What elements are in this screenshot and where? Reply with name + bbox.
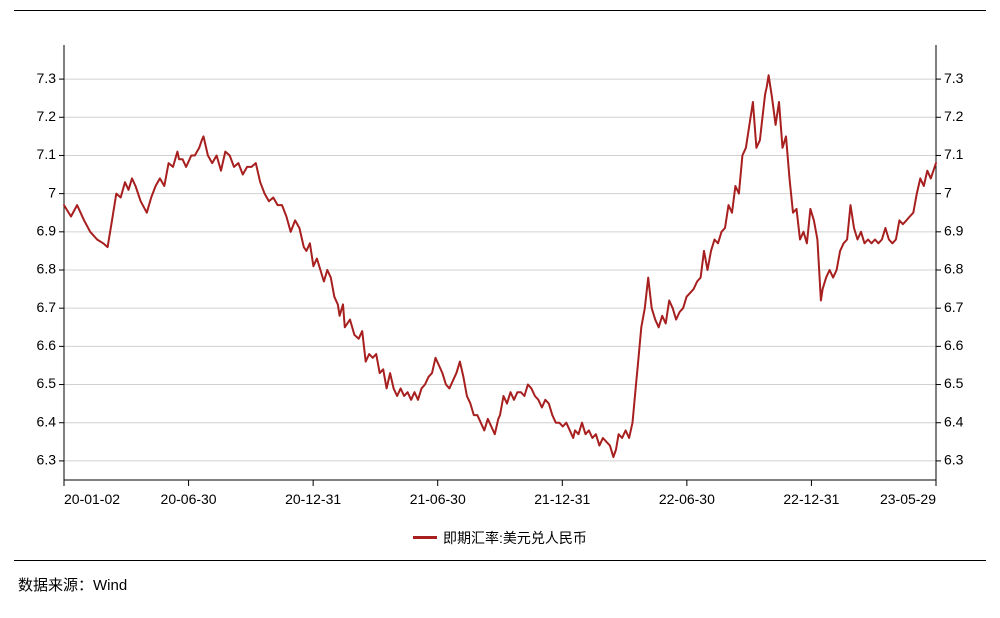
svg-text:22-12-31: 22-12-31 (783, 491, 839, 507)
svg-text:7.2: 7.2 (37, 108, 57, 124)
svg-text:7.3: 7.3 (944, 70, 964, 86)
svg-text:7.1: 7.1 (37, 146, 57, 162)
svg-text:6.6: 6.6 (944, 337, 964, 353)
svg-text:21-12-31: 21-12-31 (534, 491, 590, 507)
svg-text:6.4: 6.4 (37, 413, 57, 429)
svg-text:7.1: 7.1 (944, 146, 964, 162)
svg-text:6.9: 6.9 (37, 223, 57, 239)
top-border-line (14, 10, 986, 11)
svg-text:6.7: 6.7 (944, 299, 964, 315)
svg-text:7.3: 7.3 (37, 70, 57, 86)
svg-text:21-06-30: 21-06-30 (410, 491, 466, 507)
data-source-label: 数据来源：Wind (18, 574, 127, 595)
svg-text:7.2: 7.2 (944, 108, 964, 124)
svg-text:6.5: 6.5 (37, 375, 57, 391)
svg-text:6.7: 6.7 (37, 299, 57, 315)
svg-text:23-05-29: 23-05-29 (880, 491, 936, 507)
legend-label: 即期汇率:美元兑人民币 (443, 528, 587, 548)
svg-text:6.6: 6.6 (37, 337, 57, 353)
svg-text:6.3: 6.3 (37, 452, 57, 468)
svg-text:6.4: 6.4 (944, 413, 964, 429)
svg-text:20-12-31: 20-12-31 (285, 491, 341, 507)
svg-text:20-06-30: 20-06-30 (161, 491, 217, 507)
svg-text:6.8: 6.8 (944, 261, 964, 277)
bottom-border-line (14, 560, 986, 561)
legend-swatch (413, 536, 437, 539)
svg-text:7: 7 (48, 184, 56, 200)
svg-text:6.3: 6.3 (944, 452, 964, 468)
svg-text:7: 7 (944, 184, 952, 200)
chart-container: 6.3 6.3 6.4 6.4 6.5 6.5 6.6 6.6 6.7 6.7 6.8 6.8 6.9 6… (0, 0, 1000, 618)
svg-text:6.5: 6.5 (944, 375, 964, 391)
chart-legend: 即期汇率:美元兑人民币 (0, 526, 1000, 548)
svg-text:20-01-02: 20-01-02 (64, 491, 120, 507)
svg-text:6.9: 6.9 (944, 223, 964, 239)
line-chart: 6.3 6.3 6.4 6.4 6.5 6.5 6.6 6.6 6.7 6.7 6.8 6.8 6.9 6… (14, 30, 986, 516)
svg-text:22-06-30: 22-06-30 (659, 491, 715, 507)
svg-text:6.8: 6.8 (37, 261, 57, 277)
